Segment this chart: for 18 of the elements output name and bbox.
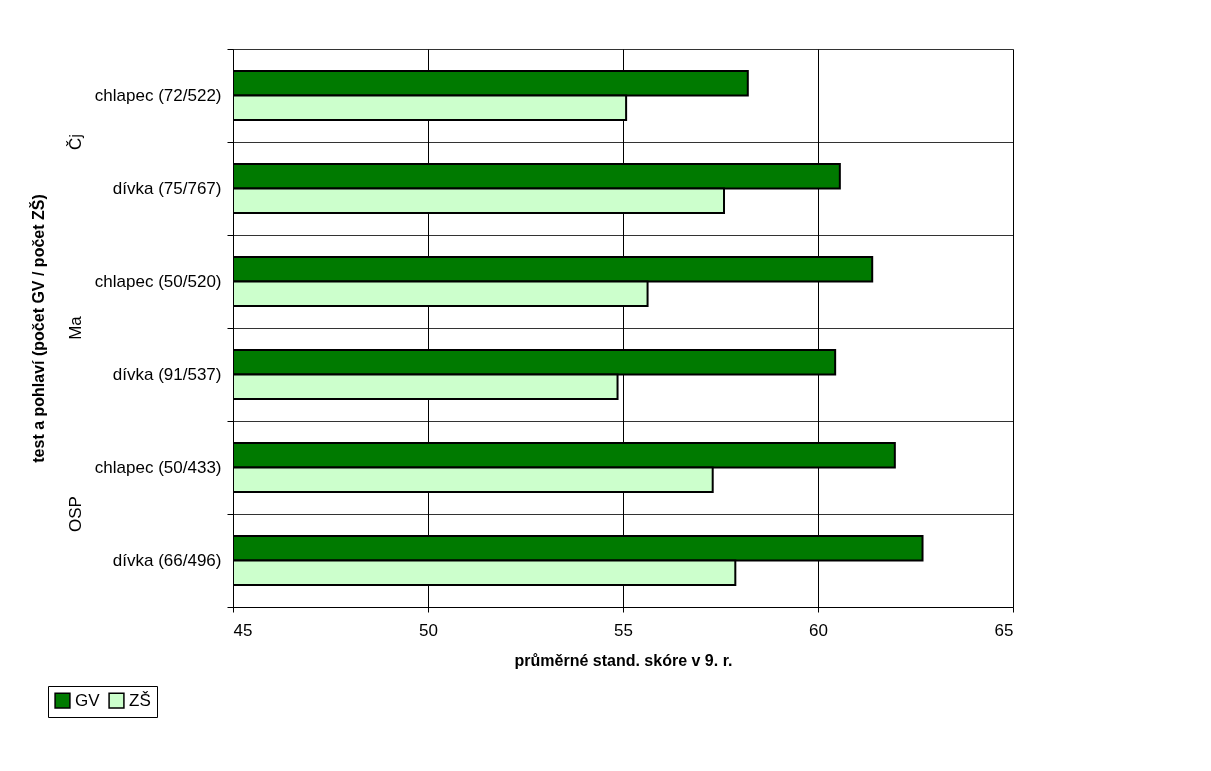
y-axis-title: test a pohlaví (počet GV / počet ZŠ) [28,194,47,463]
x-tick-label: 55 [614,620,633,640]
x-tick-label: 65 [994,620,1014,640]
y-tick-label: dívka (75/767) [112,179,222,198]
y-tick-label: chlapec (50/520) [94,272,222,291]
x-tick-label: 50 [419,620,438,640]
x-tick-label: 60 [809,620,828,640]
legend-label: ZŠ [129,690,151,710]
text: Čj [65,133,85,151]
y-tick-label: chlapec (72/522) [94,86,222,105]
y-tick-label: dívka (91/537) [112,365,222,384]
text: Ma [65,315,85,340]
x-axis-title: průměrné stand. skóre v 9. r. [514,651,733,669]
y-tick-label: dívka (66/496) [112,551,222,570]
x-tick-label: 45 [233,620,253,640]
legend-label: GV [75,690,101,710]
y-tick-label: chlapec (50/433) [94,458,222,477]
text: OSP [65,496,85,532]
